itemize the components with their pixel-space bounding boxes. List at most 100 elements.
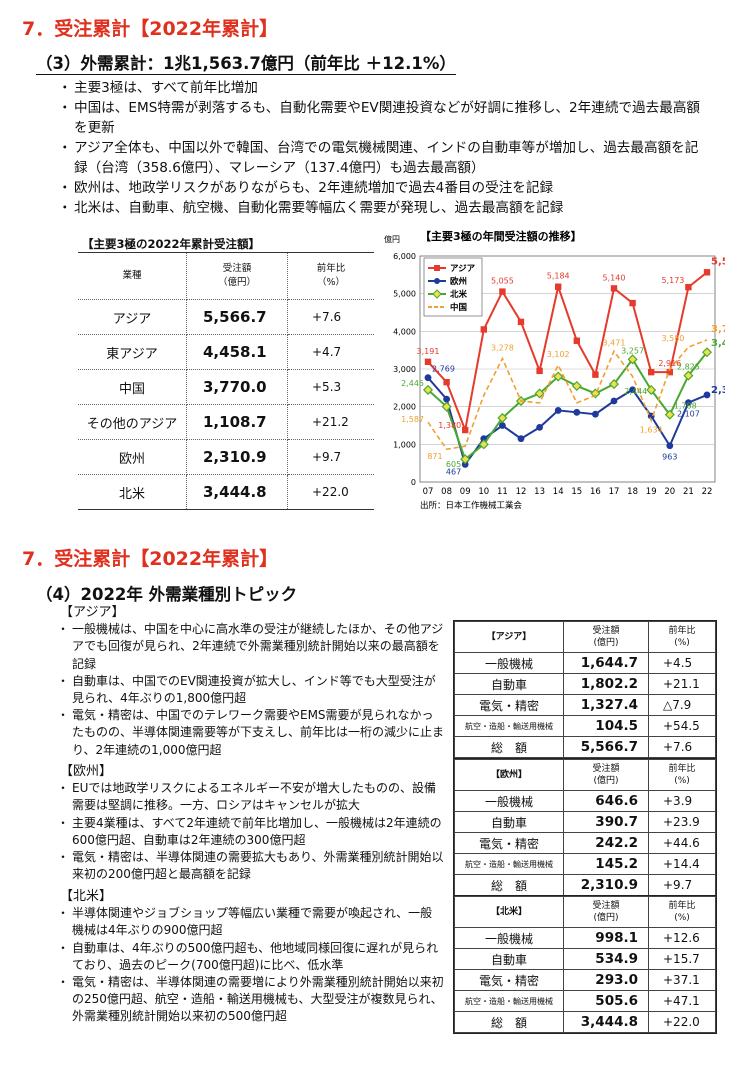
data-label: 1,634 xyxy=(640,425,663,434)
summary-bullets: 主要3極は、すべて前年比増加 中国は、EMS特需が剥落するも、自動化需要やEV関… xyxy=(58,78,702,218)
table-row: 電気・精密 242.2 +44.6 xyxy=(454,832,716,854)
table-row: 東アジア 4,458.1 +4.7 xyxy=(78,334,374,370)
data-label: 3,102 xyxy=(547,350,570,359)
data-label: 871 xyxy=(427,452,442,461)
data-label: 5,055 xyxy=(491,277,514,286)
asia-topic: 【アジア】 一般機械は、中国を中心に高水準の受注が継続したほか、その他アジアでも… xyxy=(57,604,444,759)
asia-label: 【アジア】 xyxy=(60,605,125,620)
table-row: アジア 5,566.7 +7.6 xyxy=(78,299,374,335)
data-point xyxy=(573,408,581,416)
asia-industry-table: 【アジア】 受注額 (億円) 前年比 (%) 一般機械 1,644.7 +4.5 自動車 1,… xyxy=(453,620,717,759)
bullet-item: 一般機械は、中国を中心に高水準の受注が継続したほか、その他アジアでも回復が見られ… xyxy=(57,621,444,673)
table-row: 北米 3,444.8 +22.0 xyxy=(78,474,374,510)
section-subheading-2: （4）2022年 外需業種別トピック xyxy=(36,585,298,604)
data-point xyxy=(536,423,543,431)
data-point xyxy=(685,283,692,291)
legend-label: アジア xyxy=(450,264,476,274)
x-tick-label: 11 xyxy=(497,487,508,497)
data-point xyxy=(648,368,655,376)
data-point xyxy=(666,368,673,376)
x-tick-label: 13 xyxy=(534,487,545,497)
table-row: 欧州 2,310.9 +9.7 xyxy=(78,439,374,475)
col-header-pct: 前年比 （%） xyxy=(287,252,374,300)
legend-label: 欧州 xyxy=(450,276,467,287)
x-tick-label: 18 xyxy=(627,487,638,497)
bullet-item: 電気・精密は、半導体関連の需要増により外需業種別統計開始以来初の250億円超、航… xyxy=(57,974,444,1026)
regional-orders-line-chart: 【主要3極の年間受注額の推移】 億円 0 1,000 2,000 3,000 4,000… xyxy=(384,229,725,511)
table-caption: 【主要3極の2022年累計受注額】 xyxy=(82,237,261,251)
y-tick-label: 4,000 xyxy=(393,327,416,336)
data-point xyxy=(443,378,450,386)
data-label: 2,825 xyxy=(677,363,700,372)
data-point xyxy=(499,422,506,429)
table-region-label: 【北米】 xyxy=(454,896,564,928)
legend-marker xyxy=(434,265,440,271)
legend-label: 北米 xyxy=(450,289,468,300)
data-point xyxy=(460,454,471,465)
table-row: 電気・精密 1,327.4 △7.9 xyxy=(454,694,716,716)
data-label: 3,471 xyxy=(603,338,626,347)
series-line-4 xyxy=(427,339,708,451)
bullet-item: 自動車は、4年ぶりの500億円超も、他地域同様回復に遅れが見られており、過去のピ… xyxy=(57,940,444,974)
data-label: 3,770 xyxy=(711,324,725,335)
table-row: 自動車 534.9 +15.7 xyxy=(454,948,716,970)
data-label: 5,173 xyxy=(661,276,684,285)
europe-industry-table: 【欧州】 受注額 (億円) 前年比 (%) 一般機械 646.6 +3.9 自動車 390.7… xyxy=(453,758,717,897)
x-tick-label: 09 xyxy=(460,487,471,497)
data-label: 2,444 xyxy=(624,387,647,396)
table-total-row: 総 額 2,310.9 +9.7 xyxy=(454,874,716,896)
data-point xyxy=(627,354,638,365)
table-row: 電気・精密 293.0 +37.1 xyxy=(454,969,716,991)
data-point xyxy=(536,367,543,375)
x-tick-label: 15 xyxy=(571,487,582,497)
europe-topic: 【欧州】 EUでは地政学リスクによるエネルギー不安が増大したものの、設備需要は堅… xyxy=(57,763,444,883)
bullet-item: 電気・精密は、半導体関連の需要拡大もあり、外需業種別統計開始以来初の200億円超… xyxy=(57,849,444,883)
data-label: 2,445 xyxy=(401,379,424,388)
y-tick-label: 2,000 xyxy=(393,403,416,412)
section-heading: 7．受注累計【2022年累計】 xyxy=(22,18,279,40)
table-row: 航空・造船・輸送用機械 104.5 +54.5 xyxy=(454,715,716,737)
data-label: 2,769 xyxy=(432,365,455,374)
data-label: 3,278 xyxy=(491,344,514,353)
table-row: 中国 3,770.0 +5.3 xyxy=(78,369,374,405)
data-label: 2,311 xyxy=(711,385,725,396)
x-tick-label: 14 xyxy=(553,487,564,497)
y-tick-label: 5,000 xyxy=(393,290,416,299)
table-row: 航空・造船・輸送用機械 145.2 +14.4 xyxy=(454,853,716,875)
regional-totals-table: 業種 受注額 （億円） 前年比 （%） アジア 5,566.7 +7.6 東アジア 4,4… xyxy=(78,252,374,510)
data-label: 1,788 xyxy=(674,402,697,411)
x-tick-label: 20 xyxy=(664,487,675,497)
data-point xyxy=(480,326,487,333)
data-point xyxy=(664,409,675,420)
x-tick-label: 17 xyxy=(609,487,620,497)
europe-label: 【欧州】 xyxy=(60,764,113,779)
data-label: 5,140 xyxy=(603,273,626,282)
table-row: その他のアジア 1,108.7 +21.2 xyxy=(78,404,374,440)
table-region-label: 【欧州】 xyxy=(454,759,564,791)
chart-title: 【主要3極の年間受注額の推移】 xyxy=(420,229,582,243)
table-row: 自動車 1,802.2 +21.1 xyxy=(454,673,716,695)
table-row: 一般機械 998.1 +12.6 xyxy=(454,927,716,949)
north-america-industry-table: 【北米】 受注額 (億円) 前年比 (%) 一般機械 998.1 +12.6 自動車 534.… xyxy=(453,895,717,1034)
data-point xyxy=(573,337,580,344)
data-label: 3,445 xyxy=(711,338,725,349)
data-point xyxy=(534,388,545,399)
bullet-item: 北米は、自動車、航空機、自動化需要等幅広く需要が発現し、過去最高額を記録 xyxy=(58,198,702,218)
y-tick-label: 1,000 xyxy=(393,440,416,449)
data-point xyxy=(629,386,636,394)
x-tick-label: 19 xyxy=(646,487,657,497)
data-point xyxy=(592,371,599,378)
data-label: 3,191 xyxy=(417,347,440,356)
y-axis-unit: 億円 xyxy=(384,234,400,244)
bullet-item: 自動車は、中国でのEV関連投資が拡大し、インド等でも大型受注が見られ、4年ぶりの… xyxy=(57,673,444,707)
legend-label: 中国 xyxy=(450,302,467,313)
data-label: 2,916 xyxy=(658,359,681,368)
data-point xyxy=(517,318,525,326)
data-point xyxy=(443,395,450,403)
data-point xyxy=(462,426,469,434)
x-tick-label: 07 xyxy=(423,487,434,497)
bullet-item: 中国は、EMS特需が剥落するも、自動化需要やEV関連投資などが好調に推移し、2年… xyxy=(58,98,702,138)
series-line-1 xyxy=(427,271,708,434)
data-point xyxy=(629,299,636,307)
